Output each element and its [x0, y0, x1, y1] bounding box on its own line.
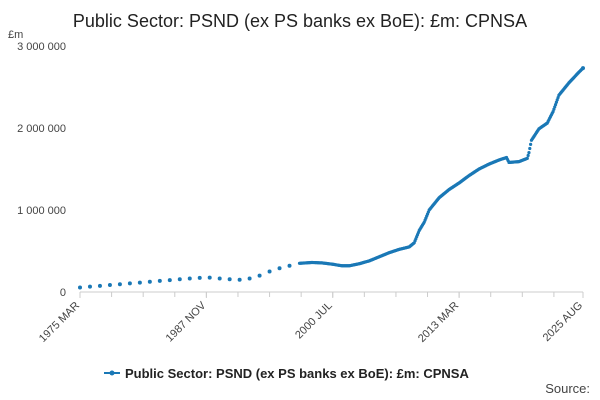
- data-point[interactable]: [197, 275, 202, 280]
- data-point[interactable]: [237, 277, 242, 282]
- x-tick-label: 2000 JUL: [293, 300, 335, 342]
- data-point[interactable]: [117, 282, 122, 287]
- data-point[interactable]: [97, 283, 102, 288]
- y-tick-label: 1 000 000: [17, 205, 66, 217]
- data-point[interactable]: [78, 285, 82, 290]
- data-point[interactable]: [267, 269, 272, 274]
- data-point[interactable]: [127, 281, 132, 286]
- y-tick-label: 2 000 000: [17, 123, 66, 135]
- data-point[interactable]: [217, 276, 222, 281]
- data-point[interactable]: [257, 273, 262, 278]
- series-layer: [78, 66, 585, 290]
- data-point[interactable]: [527, 151, 531, 155]
- legend[interactable]: Public Sector: PSND (ex PS banks ex BoE)…: [104, 366, 469, 381]
- x-tick-label: 1987 NOV: [164, 299, 209, 344]
- data-point[interactable]: [227, 277, 232, 282]
- data-point[interactable]: [525, 156, 529, 160]
- legend-label: Public Sector: PSND (ex PS banks ex BoE)…: [125, 366, 469, 381]
- data-point[interactable]: [528, 146, 532, 151]
- data-point[interactable]: [147, 279, 152, 284]
- chart-title: Public Sector: PSND (ex PS banks ex BoE)…: [73, 11, 527, 31]
- x-axis: 1975 MAR 1987 NOV 2000 JUL 2013 MAR 2025 AUG: [37, 291, 585, 345]
- data-point[interactable]: [207, 275, 212, 280]
- data-point[interactable]: [187, 276, 192, 281]
- data-point[interactable]: [87, 284, 92, 289]
- data-point[interactable]: [529, 142, 533, 146]
- data-point[interactable]: [177, 277, 182, 282]
- legend-marker: [109, 370, 115, 376]
- data-point[interactable]: [247, 276, 252, 281]
- unit-label: £m: [8, 29, 23, 41]
- x-tick-label: 2013 MAR: [416, 300, 461, 345]
- source-label: Source:: [545, 381, 590, 396]
- x-tick-label: 2025 AUG: [541, 300, 585, 344]
- y-tick-label: 0: [60, 287, 66, 299]
- y-axis: 0 1 000 000 2 000 000 3 000 000: [17, 41, 66, 299]
- data-point[interactable]: [287, 263, 292, 268]
- data-point[interactable]: [107, 283, 112, 288]
- data-point[interactable]: [167, 278, 172, 283]
- data-point[interactable]: [581, 66, 585, 71]
- x-tick-label: 1975 MAR: [37, 300, 82, 345]
- y-tick-label: 3 000 000: [17, 41, 66, 53]
- data-point[interactable]: [277, 266, 282, 271]
- data-point[interactable]: [157, 278, 162, 283]
- data-point[interactable]: [137, 280, 142, 285]
- data-point[interactable]: [526, 153, 530, 158]
